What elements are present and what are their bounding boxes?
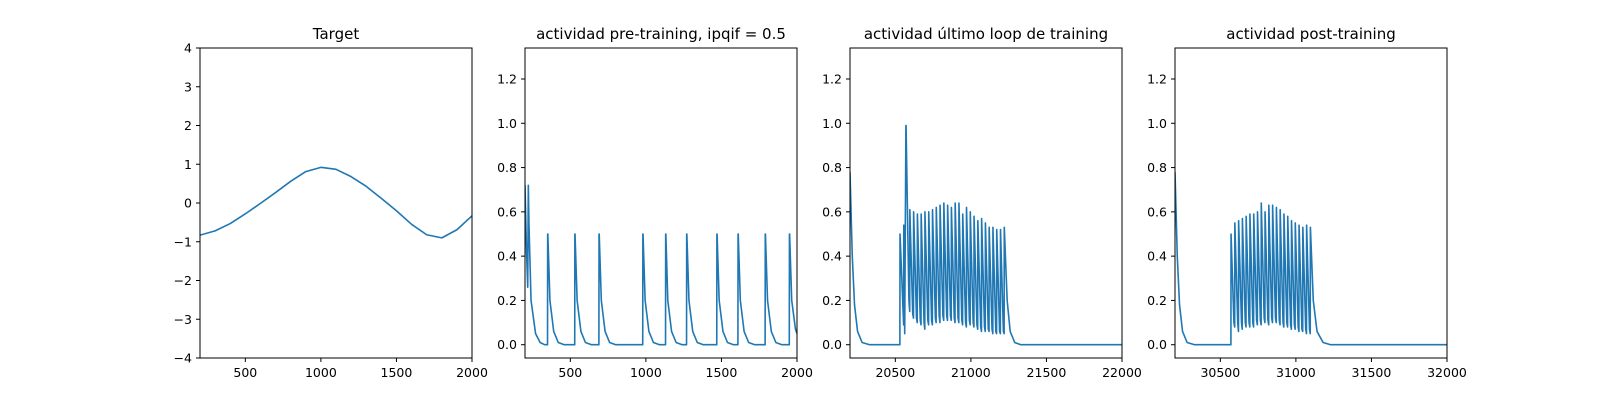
chart-panel-3: actividad último loop de training 20500 21… (822, 25, 1142, 380)
y-tick-label: 1.0 (822, 116, 842, 131)
x-tick-label: 21000 (951, 365, 991, 380)
x-tick-label: 500 (558, 365, 582, 380)
y-tick-label: 0.4 (1147, 249, 1167, 264)
y-tick-label: 0.8 (822, 160, 842, 175)
x-tick-label: 1500 (706, 365, 738, 380)
y-tick-label: 0.6 (497, 204, 517, 219)
y-tick-label: 0.8 (1147, 160, 1167, 175)
y-tick-label: −1 (174, 234, 192, 249)
x-tick-label: 32000 (1427, 365, 1467, 380)
y-tick-label: 1.0 (497, 116, 517, 131)
x-tick-label: 1000 (630, 365, 662, 380)
panel-title: actividad último loop de training (864, 25, 1108, 43)
y-tick-label: 0 (184, 196, 192, 211)
x-tick-label: 31500 (1352, 365, 1392, 380)
y-tick-label: 2 (184, 118, 192, 133)
y-tick-label: 0.0 (1147, 337, 1167, 352)
axes-frame (524, 47, 798, 359)
y-tick-label: 0.8 (497, 160, 517, 175)
y-tick-label: −2 (174, 273, 192, 288)
y-tick-label: 3 (184, 79, 192, 94)
y-tick-label: 0.2 (1147, 293, 1167, 308)
chart-panel-4: actividad post-training 30500 31000 31500 32… (1147, 25, 1467, 380)
panel-title: Target (312, 25, 360, 43)
y-tick-label: 1.0 (1147, 116, 1167, 131)
y-tick-label: 1.2 (497, 72, 517, 87)
chart-panel-1: Target 500 1000 1500 2000 −4 −3 −2 −1 0 1 2 3 4 (174, 25, 488, 380)
axes-frame (849, 47, 1123, 359)
y-tick-label: 0.0 (497, 337, 517, 352)
x-tick-label: 1500 (381, 365, 413, 380)
axes-frame (1174, 47, 1448, 359)
y-tick-label: −4 (174, 351, 192, 366)
y-tick-label: 0.6 (1147, 204, 1167, 219)
y-tick-label: 0.0 (822, 337, 842, 352)
y-tick-label: 0.4 (822, 249, 842, 264)
panel-title: actividad post-training (1226, 25, 1395, 43)
x-tick-label: 31000 (1276, 365, 1316, 380)
y-tick-label: 1 (184, 157, 192, 172)
series-line-2-1 (525, 184, 797, 346)
x-tick-label: 20500 (875, 365, 915, 380)
series-line-3-1 (850, 124, 1122, 346)
x-tick-label: 2000 (456, 365, 488, 380)
x-tick-label: 2000 (781, 365, 813, 380)
x-tick-label: 500 (233, 365, 257, 380)
y-tick-label: 0.2 (822, 293, 842, 308)
y-tick-label: 4 (184, 41, 192, 56)
chart-panel-2: actividad pre-training, ipqif = 0.5 500 10… (497, 25, 813, 380)
series-line-4-1 (1175, 171, 1447, 346)
x-tick-label: 21500 (1027, 365, 1067, 380)
y-tick-label: 1.2 (822, 72, 842, 87)
y-tick-label: 0.4 (497, 249, 517, 264)
x-tick-label: 22000 (1102, 365, 1142, 380)
y-tick-label: −3 (174, 312, 192, 327)
panel-title: actividad pre-training, ipqif = 0.5 (536, 25, 786, 43)
x-tick-label: 30500 (1200, 365, 1240, 380)
y-tick-label: 0.6 (822, 204, 842, 219)
y-tick-label: 0.2 (497, 293, 517, 308)
series-line-1-1 (200, 166, 472, 239)
x-tick-label: 1000 (305, 365, 337, 380)
y-tick-label: 1.2 (1147, 72, 1167, 87)
